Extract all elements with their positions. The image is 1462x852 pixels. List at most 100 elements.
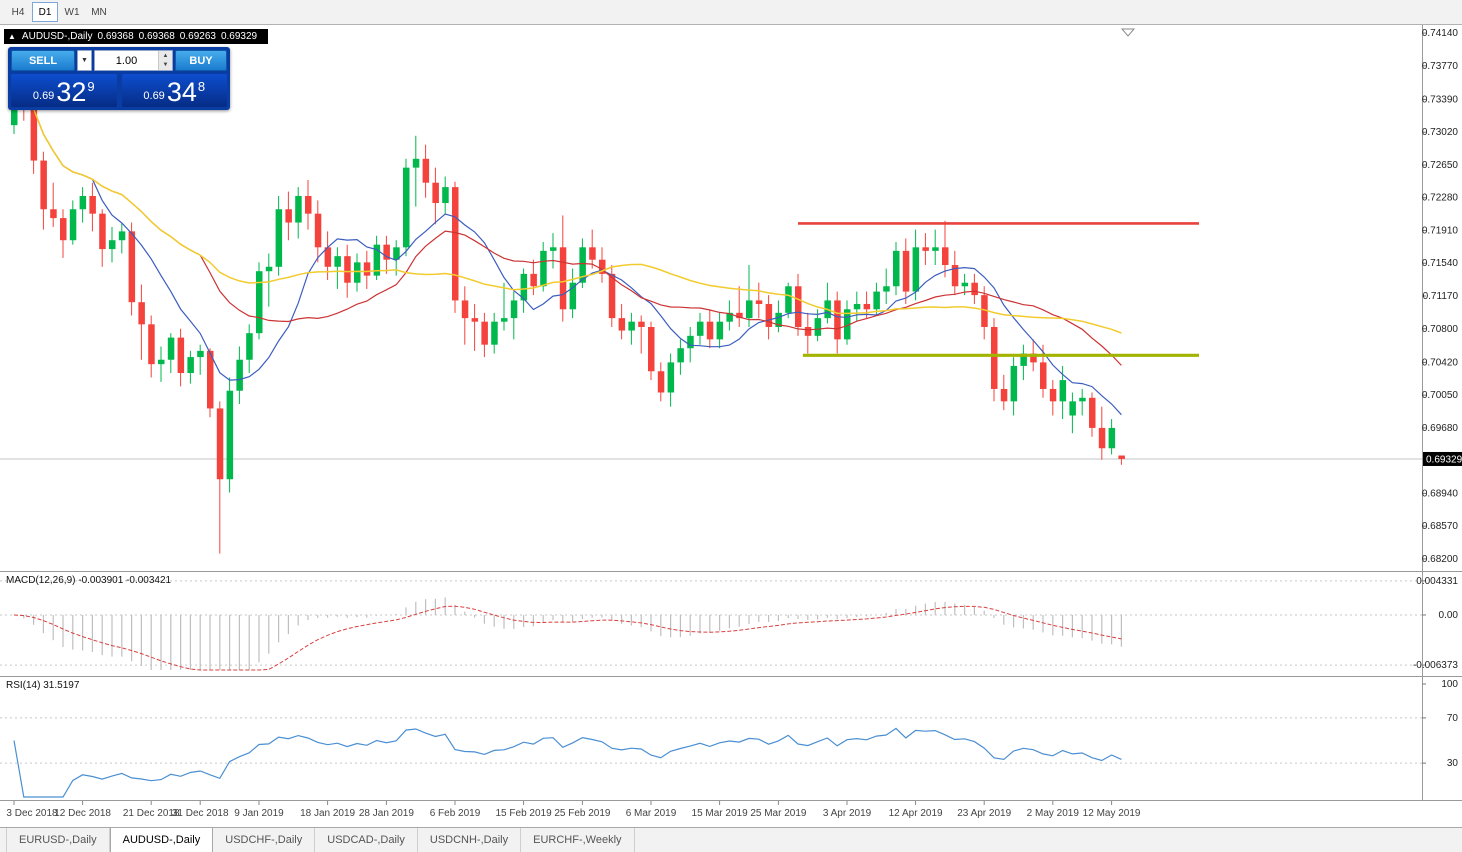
- candle-body: [775, 312, 782, 327]
- volume-input[interactable]: [95, 51, 158, 70]
- candle-body: [89, 195, 96, 214]
- candle-body: [118, 231, 126, 241]
- candle-body: [599, 259, 606, 274]
- candle-body: [128, 231, 136, 303]
- buy-price-prefix: 0.69: [143, 90, 165, 102]
- ma-40-line: [13, 58, 1122, 334]
- candle-body: [207, 350, 214, 409]
- candle-body: [1049, 388, 1057, 402]
- candle-body: [285, 209, 292, 223]
- candle-body: [922, 247, 929, 251]
- chart-tab-usdcnh-daily[interactable]: USDCNH-,Daily: [418, 828, 522, 852]
- candle-body: [30, 107, 38, 161]
- candle-body: [657, 371, 665, 393]
- candle-body: [1059, 380, 1067, 402]
- chart-tab-audusd-daily[interactable]: AUDUSD-,Daily: [109, 827, 214, 852]
- volume-dropdown-button[interactable]: ▼: [77, 50, 92, 71]
- candle-body: [628, 321, 635, 331]
- ohlc-open: 0.69368: [97, 31, 134, 42]
- date-axis-label: 25 Mar 2019: [750, 808, 807, 819]
- collapse-trade-panel-icon[interactable]: ▲: [8, 32, 16, 41]
- candle-body: [363, 262, 371, 276]
- candle-body: [393, 247, 400, 260]
- date-axis-label: 6 Mar 2019: [626, 808, 677, 819]
- candle-body: [432, 182, 439, 204]
- candle-body: [501, 318, 508, 322]
- candle-body: [334, 256, 341, 267]
- ma-9-line: [13, 58, 1122, 416]
- candle-body: [608, 273, 616, 319]
- candle-body: [912, 247, 920, 292]
- sell-price-display[interactable]: 0.69 32 9: [11, 74, 117, 107]
- candle-body: [853, 303, 861, 310]
- date-axis-label: 6 Feb 2019: [430, 808, 481, 819]
- candle-body: [961, 282, 969, 287]
- ohlc-header: ▲ AUDUSD-,Daily 0.69368 0.69368 0.69263 0.693…: [4, 29, 269, 44]
- macd-axis-label: 0.00: [1439, 610, 1459, 621]
- candle-body: [510, 300, 518, 319]
- candle-body: [579, 247, 586, 283]
- candle-body: [844, 309, 851, 340]
- candle-body: [785, 286, 792, 313]
- candle-body: [540, 250, 547, 287]
- macd-indicator-header: MACD(12,26,9) -0.003901 -0.003421: [6, 575, 172, 586]
- chart-tab-usdcad-daily[interactable]: USDCAD-,Daily: [315, 828, 418, 852]
- candle-body: [755, 300, 763, 304]
- price-axis-label: 0.72280: [1422, 193, 1459, 204]
- timeframe-tab-mn[interactable]: MN: [86, 2, 112, 22]
- rsi-axis-label: 30: [1447, 758, 1459, 769]
- timeframe-tab-h4[interactable]: H4: [5, 2, 31, 22]
- date-axis-label: 28 Jan 2019: [359, 808, 414, 819]
- candle-body: [991, 326, 998, 389]
- date-axis-label: 3 Dec 2018: [6, 808, 58, 819]
- price-axis-label: 0.73390: [1422, 94, 1459, 105]
- timeframe-tab-d1[interactable]: D1: [32, 2, 58, 22]
- volume-increase-button[interactable]: ▲: [159, 51, 172, 61]
- price-axis-label: 0.68940: [1422, 488, 1459, 499]
- price-axis-label: 0.69680: [1422, 423, 1459, 434]
- candle-body: [138, 302, 145, 325]
- candle-body: [1089, 397, 1096, 428]
- sell-button[interactable]: SELL: [11, 50, 75, 71]
- candle-body: [50, 209, 57, 219]
- candle-body: [667, 362, 675, 393]
- chevron-up-icon: ▲: [162, 52, 169, 59]
- candle-body: [148, 324, 155, 365]
- candle-body: [99, 213, 106, 250]
- chart-shift-marker-icon: [1120, 28, 1136, 37]
- candle-body: [40, 160, 47, 210]
- rsi-axis-label: 70: [1447, 713, 1459, 724]
- buy-price-big: 34: [166, 77, 197, 107]
- candle-body: [177, 337, 185, 374]
- candle-body: [442, 187, 449, 204]
- buy-button[interactable]: BUY: [175, 50, 227, 71]
- candle-body: [481, 321, 488, 345]
- chart-tab-eurusd-daily[interactable]: EURUSD-,Daily: [6, 828, 110, 852]
- chart-tab-eurchf-weekly[interactable]: EURCHF-,Weekly: [521, 828, 635, 852]
- candle-body: [1010, 365, 1018, 402]
- candle-body: [648, 326, 655, 372]
- timeframe-tab-w1[interactable]: W1: [59, 2, 85, 22]
- candle-body: [638, 321, 645, 327]
- chart-tab-usdchf-daily[interactable]: USDCHF-,Daily: [213, 828, 316, 852]
- date-axis-label: 23 Apr 2019: [957, 808, 1011, 819]
- volume-decrease-button[interactable]: ▼: [159, 60, 172, 70]
- candlestick-series: [11, 50, 1125, 554]
- buy-price-display[interactable]: 0.69 34 8: [121, 74, 227, 107]
- candle-body: [216, 408, 224, 480]
- candle-body: [550, 247, 557, 251]
- candle-body: [893, 250, 900, 287]
- price-axis-label: 0.73020: [1422, 127, 1459, 138]
- price-axis-label: 0.70050: [1422, 390, 1459, 401]
- price-axis-label: 0.71540: [1422, 258, 1459, 269]
- candle-body: [452, 187, 459, 301]
- candle-body: [814, 318, 822, 336]
- candle-body: [324, 247, 332, 267]
- ohlc-symbol: AUDUSD-,Daily: [21, 31, 93, 42]
- candle-body: [883, 286, 890, 292]
- rsi-line: [13, 727, 1122, 798]
- candle-body: [736, 312, 743, 319]
